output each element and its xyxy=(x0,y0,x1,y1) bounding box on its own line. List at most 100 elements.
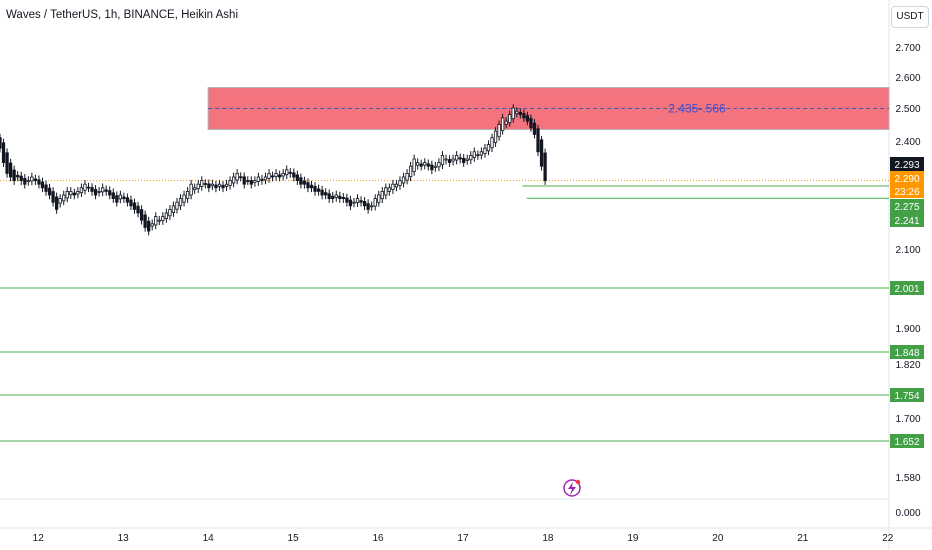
candle-body xyxy=(430,164,434,171)
candle-body xyxy=(115,195,119,203)
candle-body xyxy=(285,169,289,176)
candle-body xyxy=(19,175,23,181)
candle-body xyxy=(207,183,211,189)
candle-body xyxy=(51,191,55,203)
candle-body xyxy=(345,197,349,203)
candle-body xyxy=(288,171,292,174)
candle-body xyxy=(228,180,232,186)
candle-body xyxy=(5,152,9,174)
candle-body xyxy=(122,196,126,199)
x-tick-label: 15 xyxy=(288,533,300,544)
candle-body xyxy=(253,180,257,183)
candle-body xyxy=(129,199,133,207)
x-tick-label: 14 xyxy=(203,533,215,544)
candle-body xyxy=(320,189,324,196)
candle-body xyxy=(518,111,522,116)
candle-body xyxy=(139,209,144,221)
candle-body xyxy=(295,174,299,182)
candle-body xyxy=(490,137,494,149)
candle-body xyxy=(69,190,73,196)
candle-body xyxy=(154,216,158,226)
candle-body xyxy=(529,118,533,129)
support-badge: 2.275 xyxy=(894,202,919,213)
candle-body xyxy=(373,198,377,207)
candle-body xyxy=(387,187,392,192)
candle-body xyxy=(267,172,271,179)
candle-body xyxy=(65,190,69,199)
support-badge: 2.001 xyxy=(894,284,919,295)
candle-body xyxy=(79,187,84,194)
candle-body xyxy=(178,198,183,207)
candle-body xyxy=(423,162,427,166)
current-price-badge: 2.293 xyxy=(894,160,919,171)
candle-body xyxy=(256,176,261,182)
candle-body xyxy=(54,196,59,210)
x-tick-label: 18 xyxy=(542,533,554,544)
candle-body xyxy=(426,163,430,167)
candle-body xyxy=(104,189,108,192)
candle-body xyxy=(12,169,16,181)
chart-title: Waves / TetherUS, 1h, BINANCE, Heikin As… xyxy=(6,9,239,21)
candle-body xyxy=(437,162,441,168)
candle-body xyxy=(214,184,218,189)
candle-body xyxy=(40,181,45,189)
candle-body xyxy=(161,216,165,221)
y-tick-label: 2.500 xyxy=(895,104,920,115)
candle-body xyxy=(316,188,321,192)
y-tick-label: 2.400 xyxy=(895,137,920,148)
candle-body xyxy=(86,186,91,189)
candle-body xyxy=(338,195,342,200)
y-tick-label: 1.700 xyxy=(895,414,920,425)
candle-body xyxy=(313,186,317,192)
candle-body xyxy=(111,192,115,199)
support-badge: 2.241 xyxy=(894,216,919,227)
candle-body xyxy=(23,177,27,185)
candle-body xyxy=(217,183,222,187)
y-tick-label: 1.900 xyxy=(895,324,920,335)
candle-body xyxy=(412,158,416,172)
support-badge-bg xyxy=(890,388,924,402)
resistance-zone xyxy=(207,87,890,130)
support-badge: 1.652 xyxy=(894,437,919,448)
candle-body xyxy=(348,199,353,207)
candle-body xyxy=(327,193,331,200)
support-badge-bg xyxy=(890,434,924,448)
candle-body xyxy=(486,144,491,152)
candle-body xyxy=(493,130,498,143)
candle-body xyxy=(532,122,537,135)
candle-body xyxy=(8,162,13,178)
candle-body xyxy=(249,180,253,185)
candle-body xyxy=(465,158,469,161)
candle-body xyxy=(210,183,215,187)
candle-body xyxy=(405,172,409,181)
candle-body xyxy=(469,154,473,161)
candle-body xyxy=(235,172,239,181)
y-tick-label: 2.700 xyxy=(895,43,920,54)
candle-body xyxy=(536,128,540,153)
candle-body xyxy=(231,176,236,184)
candle-body xyxy=(33,178,38,181)
candle-body xyxy=(200,180,204,187)
lightning-bolt-icon xyxy=(568,482,576,495)
candle-body xyxy=(504,120,508,125)
x-tick-label: 12 xyxy=(33,533,45,544)
candle-body xyxy=(26,180,30,183)
candle-body xyxy=(309,184,314,189)
notification-dot-icon xyxy=(575,479,581,485)
currency-button[interactable]: USDT xyxy=(891,6,929,28)
last-close-badge: 2.290 xyxy=(894,174,919,185)
candle-body xyxy=(299,177,303,185)
candle-body xyxy=(539,139,544,167)
candle-body xyxy=(444,158,448,161)
countdown-badge: 23:26 xyxy=(894,187,919,198)
candle-body xyxy=(108,190,112,196)
candle-body xyxy=(384,187,388,196)
candle-body xyxy=(522,113,526,119)
y-tick-label: 1.580 xyxy=(895,473,920,484)
candle-body xyxy=(476,154,480,157)
candle-body xyxy=(401,176,406,184)
x-tick-label: 20 xyxy=(712,533,724,544)
candle-body xyxy=(355,198,360,203)
candle-body xyxy=(454,154,459,161)
